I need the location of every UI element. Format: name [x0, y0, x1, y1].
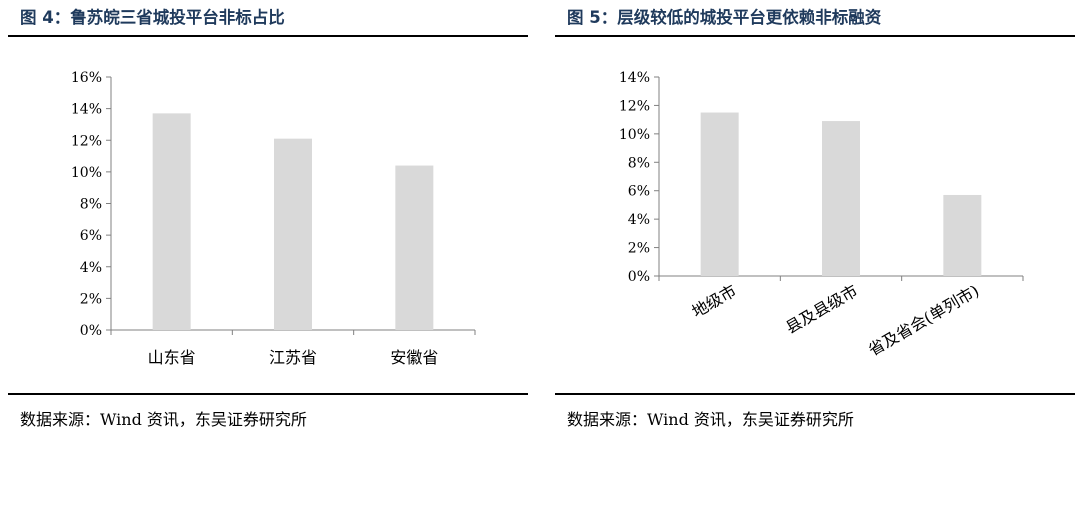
chart-panel-right: 图 5：层级较低的城投平台更依赖非标融资 0% 2% 4% 6% 8% 10% 12% 14%…	[555, 0, 1075, 440]
y-tick-label: 10%	[619, 127, 650, 143]
y-tick-label: 6%	[80, 228, 102, 244]
category-label: 山东省	[148, 348, 196, 367]
bottom-rule	[8, 393, 528, 395]
bar-1	[700, 112, 739, 277]
y-tick-label: 14%	[71, 102, 102, 118]
y-tick-label: 6%	[628, 184, 650, 200]
y-tick-label: 0%	[80, 323, 102, 339]
bottom-rule	[555, 393, 1075, 395]
figure-title: 图 4：鲁苏皖三省城投平台非标占比	[20, 8, 285, 27]
category-label: 安徽省	[390, 348, 438, 367]
bar-2	[822, 121, 860, 276]
y-tick-label: 8%	[628, 155, 650, 171]
chart-panel-left: 图 4：鲁苏皖三省城投平台非标占比 0% 2% 4% 6% 8% 10% 12% 14% 16%…	[8, 0, 528, 440]
y-tick-label: 8%	[80, 197, 102, 213]
bar-chart-province: 0% 2% 4% 6% 8% 10% 12% 14% 16% 山东省 江苏省 安徽省	[71, 70, 476, 367]
y-tick-label: 0%	[628, 269, 650, 285]
bar-2	[274, 138, 312, 330]
y-tick-label: 2%	[628, 241, 650, 257]
y-tick-label: 4%	[80, 260, 102, 276]
y-tick-label: 12%	[71, 133, 102, 149]
bar-3	[395, 165, 434, 330]
y-tick-label: 16%	[71, 70, 102, 86]
bar-3	[943, 194, 982, 276]
top-rule	[555, 35, 1075, 37]
category-label: 省及省会(单列市)	[865, 281, 982, 360]
source-note: 数据来源：Wind 资讯，东吴证券研究所	[20, 410, 307, 429]
category-label: 江苏省	[269, 348, 317, 367]
y-tick-label: 2%	[80, 291, 102, 307]
category-label: 县及县级市	[782, 281, 861, 337]
y-tick-label: 4%	[628, 212, 650, 228]
bar-chart-admin-level: 0% 2% 4% 6% 8% 10% 12% 14% 地级市 县及县级市 省及省会(单列市)	[619, 70, 1024, 360]
y-tick-label: 12%	[619, 98, 650, 114]
bar-1	[152, 113, 191, 331]
y-tick-label: 14%	[619, 70, 650, 86]
top-rule	[8, 35, 528, 37]
category-label: 地级市	[689, 281, 740, 321]
figure-title: 图 5：层级较低的城投平台更依赖非标融资	[567, 8, 882, 27]
y-tick-label: 10%	[71, 165, 102, 181]
source-note: 数据来源：Wind 资讯，东吴证券研究所	[567, 410, 854, 429]
